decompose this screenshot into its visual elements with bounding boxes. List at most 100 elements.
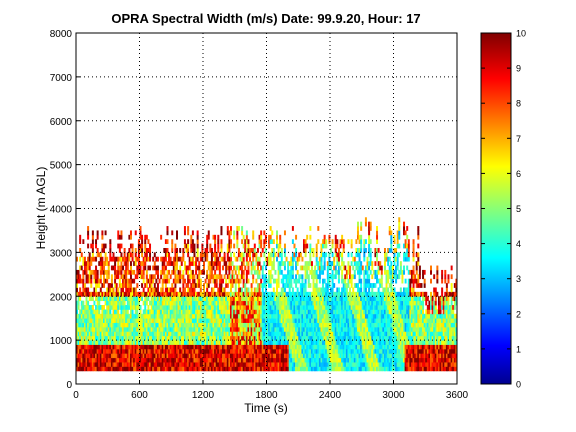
heatmap-cell bbox=[383, 252, 386, 258]
heatmap-cell bbox=[317, 309, 320, 315]
heatmap-cell bbox=[76, 283, 78, 288]
heatmap-cell bbox=[253, 291, 256, 297]
heatmap-cell bbox=[102, 353, 105, 359]
heatmap-cell bbox=[169, 353, 172, 359]
heatmap-cell bbox=[198, 340, 201, 345]
heatmap-cell bbox=[368, 265, 371, 271]
heatmap-cell bbox=[314, 291, 317, 297]
heatmap-cell bbox=[153, 331, 156, 337]
heatmap-cell bbox=[203, 344, 205, 350]
heatmap-cell bbox=[155, 305, 158, 310]
heatmap-cell bbox=[277, 331, 280, 337]
heatmap-cell bbox=[82, 287, 85, 293]
heatmap-cell bbox=[261, 331, 264, 337]
heatmap-cell bbox=[207, 357, 210, 363]
heatmap-cell bbox=[131, 300, 134, 306]
heatmap-cell bbox=[156, 348, 159, 354]
heatmap-cell bbox=[355, 335, 358, 341]
heatmap-cell bbox=[160, 287, 163, 293]
heatmap-cell bbox=[258, 234, 261, 240]
heatmap-cell bbox=[277, 265, 280, 271]
heatmap-cell bbox=[245, 322, 248, 328]
heatmap-cell bbox=[280, 331, 283, 337]
heatmap-cell bbox=[336, 291, 339, 297]
heatmap-cell bbox=[307, 335, 310, 341]
heatmap-cell bbox=[85, 274, 88, 280]
heatmap-cell bbox=[344, 313, 347, 319]
heatmap-cell bbox=[196, 335, 199, 341]
heatmap-cell bbox=[190, 269, 193, 275]
heatmap-cell bbox=[285, 313, 288, 319]
heatmap-cell bbox=[279, 322, 282, 328]
heatmap-cell bbox=[177, 318, 180, 323]
heatmap-cell bbox=[369, 357, 372, 363]
heatmap-cell bbox=[76, 335, 78, 341]
heatmap-cell bbox=[102, 305, 105, 310]
heatmap-cell bbox=[382, 335, 385, 341]
heatmap-cell bbox=[83, 318, 86, 323]
heatmap-cell bbox=[188, 278, 191, 284]
heatmap-cell bbox=[307, 291, 310, 297]
heatmap-cell bbox=[76, 313, 78, 319]
heatmap-cell bbox=[76, 278, 78, 284]
heatmap-cell bbox=[368, 366, 371, 372]
heatmap-cell bbox=[388, 226, 391, 231]
heatmap-cell bbox=[99, 269, 102, 275]
heatmap-cell bbox=[98, 326, 101, 332]
heatmap-cell bbox=[193, 287, 196, 293]
heatmap-cell bbox=[163, 326, 166, 332]
heatmap-cell bbox=[204, 348, 207, 354]
heatmap-cell bbox=[314, 357, 317, 363]
heatmap-cell bbox=[126, 366, 129, 372]
heatmap-cell bbox=[295, 344, 298, 350]
heatmap-cell bbox=[234, 348, 237, 354]
heatmap-cell bbox=[198, 278, 201, 284]
heatmap-cell bbox=[283, 362, 286, 367]
heatmap-cell bbox=[144, 300, 147, 306]
heatmap-cell bbox=[364, 353, 367, 359]
heatmap-cell bbox=[323, 353, 326, 359]
heatmap-cell bbox=[96, 362, 99, 367]
heatmap-cell bbox=[390, 291, 393, 297]
heatmap-cell bbox=[95, 335, 98, 341]
heatmap-cell bbox=[153, 300, 156, 306]
heatmap-cell bbox=[174, 265, 177, 271]
heatmap-cell bbox=[339, 309, 342, 315]
heatmap-cell bbox=[212, 340, 215, 345]
heatmap-cell bbox=[166, 226, 169, 231]
heatmap-cell bbox=[82, 300, 85, 306]
heatmap-cell bbox=[212, 326, 215, 332]
heatmap-cell bbox=[318, 344, 321, 350]
heatmap-cell bbox=[336, 296, 339, 302]
heatmap-cell bbox=[309, 366, 312, 372]
heatmap-cell bbox=[250, 362, 253, 367]
heatmap-cell bbox=[179, 335, 182, 341]
heatmap-cell bbox=[304, 309, 307, 315]
heatmap-cell bbox=[164, 278, 167, 284]
heatmap-cell bbox=[236, 243, 239, 249]
heatmap-cell bbox=[229, 265, 232, 271]
heatmap-cell bbox=[271, 348, 274, 354]
heatmap-cell bbox=[191, 261, 194, 266]
heatmap-cell bbox=[160, 357, 163, 363]
heatmap-cell bbox=[101, 362, 104, 367]
heatmap-cell bbox=[261, 344, 264, 350]
heatmap-cell bbox=[352, 313, 355, 319]
heatmap-cell bbox=[179, 287, 182, 293]
heatmap-cell bbox=[271, 366, 274, 372]
heatmap-cell bbox=[377, 291, 380, 297]
heatmap-cell bbox=[301, 335, 304, 341]
heatmap-cell bbox=[155, 300, 158, 306]
heatmap-cell bbox=[169, 287, 172, 293]
heatmap-cell bbox=[231, 305, 234, 310]
heatmap-cell bbox=[85, 287, 88, 293]
heatmap-cell bbox=[164, 239, 167, 244]
heatmap-cell bbox=[118, 331, 121, 337]
heatmap-cell bbox=[276, 300, 279, 306]
heatmap-cell bbox=[391, 274, 394, 280]
heatmap-cell bbox=[349, 322, 352, 328]
heatmap-cell bbox=[160, 296, 163, 302]
heatmap-cell bbox=[334, 247, 337, 253]
heatmap-cell bbox=[391, 340, 394, 345]
heatmap-cell bbox=[379, 331, 382, 337]
